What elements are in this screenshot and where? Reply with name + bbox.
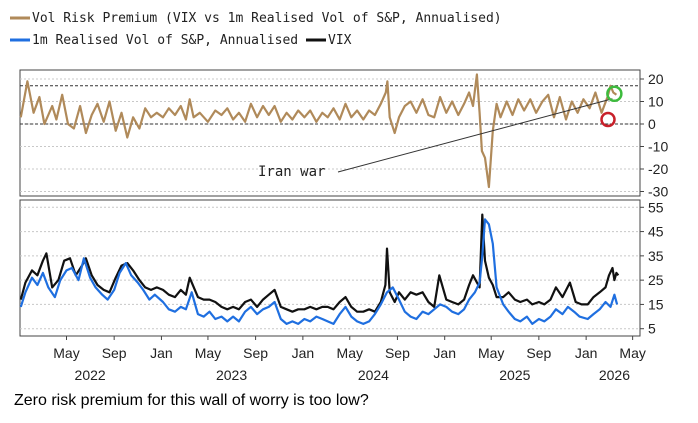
- x-tick-label: Jan: [433, 345, 456, 361]
- y-tick-label: 45: [648, 224, 664, 240]
- y-tick-label: 5: [648, 321, 656, 337]
- x-tick-label: May: [195, 345, 221, 361]
- top-panel-frame: [19, 69, 641, 197]
- x-axis: May Sep Jan May Sep Jan May Sep Jan May Sep Jan May 2…: [53, 336, 646, 383]
- y-tick-label: 35: [648, 248, 664, 264]
- legend: Vol Risk Premium (VIX vs 1m Realised Vol…: [10, 11, 502, 48]
- x-year-label: 2023: [216, 367, 247, 383]
- y-tick-label: 55: [648, 199, 664, 215]
- x-year-label: 2026: [599, 367, 630, 383]
- legend-label: 1m Realised Vol of S&P, Annualised: [32, 33, 298, 48]
- x-tick-label: Sep: [102, 345, 127, 361]
- y-tick-label: 10: [648, 94, 664, 110]
- vix-realised-vol-panel: 55 45 35 25 15 5: [19, 199, 664, 337]
- x-year-label: 2025: [499, 367, 530, 383]
- x-tick-label: Sep: [526, 345, 551, 361]
- x-tick-label: Jan: [150, 345, 173, 361]
- vol-risk-premium-line: [19, 73, 618, 189]
- y-tick-label: 0: [648, 116, 656, 132]
- y-tick-label: -20: [648, 161, 668, 177]
- realised-vol-line: [19, 218, 619, 325]
- legend-label: Vol Risk Premium (VIX vs 1m Realised Vol…: [32, 11, 502, 26]
- legend-label: VIX: [328, 33, 352, 48]
- highlight-circle-green: [606, 85, 623, 102]
- bottom-panel-frame: [19, 199, 641, 337]
- x-tick-label: Sep: [243, 345, 268, 361]
- annotation-arrow: [337, 98, 613, 173]
- x-tick-label: May: [53, 345, 79, 361]
- x-tick-label: May: [478, 345, 504, 361]
- x-year-label: 2022: [75, 367, 106, 383]
- y-tick-label: -30: [648, 184, 668, 200]
- annotation-label: Iran war: [258, 164, 325, 180]
- x-tick-label: Sep: [385, 345, 410, 361]
- y-tick-label: 25: [648, 272, 664, 288]
- caption: Zero risk premium for this wall of worry…: [14, 392, 369, 409]
- y-tick-label: 20: [648, 71, 664, 87]
- x-tick-label: May: [337, 345, 363, 361]
- x-tick-label: May: [619, 345, 645, 361]
- x-tick-label: Jan: [575, 345, 598, 361]
- x-tick-label: Jan: [292, 345, 315, 361]
- y-tick-label: -10: [648, 139, 668, 155]
- vix-line: [19, 213, 620, 313]
- y-tick-label: 15: [648, 296, 664, 312]
- highlight-circle-red: [600, 111, 616, 128]
- x-year-label: 2024: [358, 367, 389, 383]
- vol-risk-premium-panel: 20 10 0 -10 -20 -30 Iran war: [19, 69, 668, 200]
